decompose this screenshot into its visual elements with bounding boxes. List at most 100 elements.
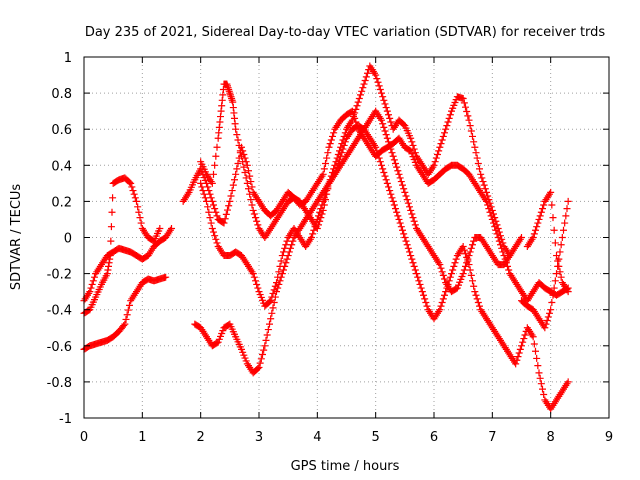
data-point-interp (200, 190, 208, 198)
data-point-interp (532, 226, 539, 234)
data-point-interp (467, 244, 475, 252)
data-point (529, 333, 537, 341)
data-point (401, 234, 409, 241)
data-point-interp (128, 183, 136, 191)
data-point (407, 206, 415, 214)
data-point-interp (479, 178, 487, 186)
data-point-interp (379, 93, 387, 101)
data-point-interp (441, 275, 448, 283)
data-point-interp (537, 380, 545, 388)
data-point-interp (242, 174, 250, 182)
data-point-interp (533, 354, 541, 362)
data-point-interp (277, 257, 285, 265)
data-point-interp (397, 223, 405, 231)
data-point-interp (470, 282, 478, 290)
data-point-interp (432, 154, 440, 162)
data-point-interp (539, 385, 546, 393)
y-tick-label: 0.2 (51, 195, 72, 210)
y-tick-label: -0.6 (47, 340, 72, 355)
data-point-interp (406, 248, 413, 256)
data-point-interp (246, 190, 254, 198)
data-point (389, 197, 397, 205)
data-point-interp (462, 103, 469, 111)
data-point-interp (438, 298, 446, 306)
data-point (436, 306, 444, 314)
data-point-interp (491, 214, 499, 222)
data-point (459, 95, 467, 103)
data-point-interp (210, 201, 217, 209)
data-marks (80, 62, 572, 413)
data-point-interp (275, 280, 283, 288)
data-point-interp (359, 84, 367, 92)
y-tick-label: -0.8 (47, 376, 72, 391)
x-tick-label: 3 (255, 430, 263, 445)
data-point-interp (439, 132, 447, 140)
data-point-interp (410, 262, 418, 270)
data-point-interp (520, 335, 528, 343)
data-point-interp (358, 87, 366, 95)
data-point-interp (394, 212, 402, 220)
data-point-interp (263, 331, 271, 339)
data-point-interp (392, 205, 399, 213)
data-point (553, 252, 560, 260)
data-point (535, 369, 543, 377)
x-tick-label: 6 (430, 430, 438, 445)
data-point (249, 270, 257, 278)
data-point-interp (382, 176, 390, 184)
data-point-interp (211, 205, 219, 213)
data-point-interp (252, 277, 259, 285)
data-point-interp (420, 291, 427, 299)
data-point (418, 288, 426, 296)
data-point-interp (452, 255, 460, 263)
data-point-interp (380, 96, 388, 104)
data-point-interp (87, 284, 95, 292)
data-point (541, 324, 549, 332)
data-point-interp (234, 159, 242, 167)
data-point-interp (530, 230, 538, 238)
data-point-interp (414, 273, 422, 281)
data-point-interp (282, 259, 290, 267)
data-point-interp (469, 132, 476, 140)
data-point-interp (120, 322, 128, 330)
data-point (494, 224, 502, 232)
data-point-interp (122, 315, 130, 323)
data-point-interp (469, 277, 476, 285)
data-point (232, 125, 240, 133)
data-point (518, 342, 525, 350)
data-point (430, 161, 438, 169)
data-point (232, 170, 240, 178)
data-point-interp (402, 192, 410, 200)
data-point-interp (460, 246, 468, 254)
data-point-interp (554, 257, 562, 265)
data-point (360, 80, 368, 88)
data-point-interp (91, 273, 98, 281)
data-point-interp (213, 212, 221, 220)
data-point-interp (235, 141, 243, 149)
data-point-interp (257, 355, 265, 363)
data-point-interp (320, 165, 328, 173)
chart-title: Day 235 of 2021, Sidereal Day-to-day VTE… (85, 25, 606, 40)
data-point-interp (396, 219, 404, 227)
data-point-interp (400, 230, 408, 238)
data-point-interp (462, 250, 469, 258)
data-point-interp (310, 226, 318, 234)
data-point-interp (497, 232, 504, 240)
data-point-interp (403, 196, 411, 204)
data-point-interp (409, 214, 417, 222)
data-point (331, 170, 339, 178)
data-point (518, 234, 525, 241)
data-point-interp (224, 206, 231, 214)
data-point-interp (241, 169, 249, 177)
data-point-interp (353, 102, 361, 110)
data-point-interp (557, 273, 565, 281)
data-point-interp (386, 187, 394, 195)
y-tick-label: 1 (64, 51, 72, 66)
data-point-interp (221, 215, 229, 223)
data-point-interp (213, 143, 221, 151)
data-point-interp (470, 237, 478, 245)
data-point-interp (126, 178, 133, 186)
data-point-interp (460, 266, 468, 274)
data-point-interp (271, 293, 279, 301)
data-point (564, 197, 572, 205)
data-point-interp (492, 217, 500, 225)
